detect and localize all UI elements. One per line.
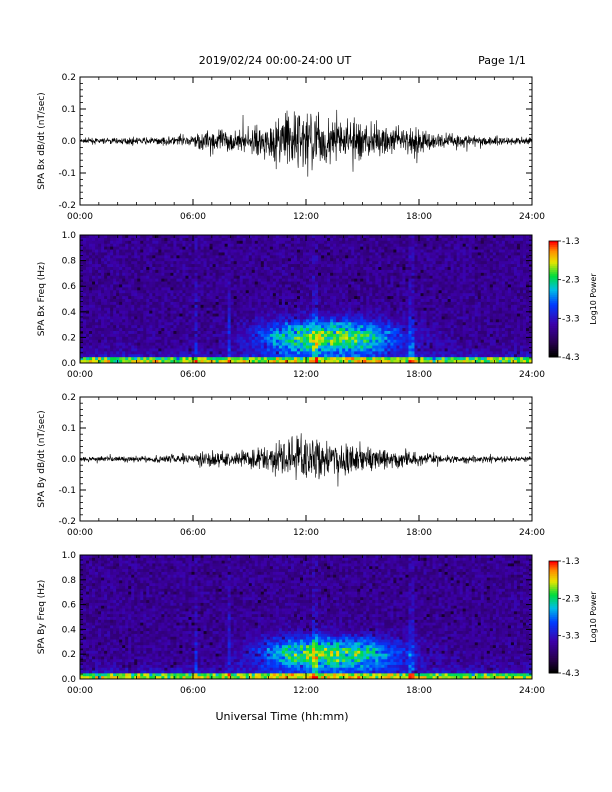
colorbar-2: -1.3 -2.3 -3.3 -4.3 Log10 Power xyxy=(548,237,598,363)
y-tick-label: 0.2 xyxy=(62,73,76,83)
y-tick-label: 0.6 xyxy=(62,601,77,611)
y-axis-label: SPA Bx dB/dt (nT/sec) xyxy=(37,92,47,189)
x-tick-label: 24:00 xyxy=(519,528,545,538)
y-tick-label: 0.0 xyxy=(62,455,77,465)
y-tick-label: -0.1 xyxy=(58,169,76,179)
plot-frame xyxy=(79,396,533,522)
y-axis-label: SPA Bx Freq (Hz) xyxy=(37,262,47,337)
colorbar-title: Log10 Power xyxy=(589,273,598,325)
colorbar-tick-label: -2.3 xyxy=(562,276,580,286)
series-line xyxy=(79,433,533,487)
x-tick-label: 06:00 xyxy=(180,686,206,696)
page-number: Page 1/1 xyxy=(478,54,526,67)
y-tick-label: 1.0 xyxy=(62,231,77,241)
colorbar-tick-label: -2.3 xyxy=(562,594,580,604)
y-tick-label: 0.1 xyxy=(62,105,76,115)
x-tick-label: 18:00 xyxy=(406,370,432,380)
colorbar-tick-label: -1.3 xyxy=(562,237,580,247)
x-tick-label: 24:00 xyxy=(519,212,545,222)
colorbar-tick-label: -1.3 xyxy=(562,557,580,567)
page-title: 2019/02/24 00:00-24:00 UT xyxy=(199,54,352,67)
x-tick-label: 18:00 xyxy=(406,528,432,538)
y-tick-label: 0.4 xyxy=(62,625,77,635)
y-tick-label: 0.1 xyxy=(62,424,76,434)
x-tick-label: 12:00 xyxy=(293,686,319,696)
colorbar-4: -1.3 -2.3 -3.3 -4.3 Log10 Power xyxy=(548,557,598,679)
y-axis-label: SPA By dB/dt (nT/sec) xyxy=(37,410,47,507)
panel-4-spectrogram xyxy=(80,555,533,680)
y-axis-label: SPA By Freq (Hz) xyxy=(37,580,47,655)
x-tick-label: 18:00 xyxy=(406,686,432,696)
y-tick-label: -0.1 xyxy=(58,486,76,496)
y-tick-label: 0.4 xyxy=(62,308,77,318)
y-tick-label: 0.0 xyxy=(62,137,77,147)
x-tick-label: 00:00 xyxy=(67,686,93,696)
x-tick-label: 12:00 xyxy=(293,370,319,380)
colorbar-tick-label: -3.3 xyxy=(562,314,580,324)
x-tick-label: 12:00 xyxy=(293,528,319,538)
x-tick-label: 00:00 xyxy=(67,370,93,380)
y-tick-label: 0.2 xyxy=(62,333,76,343)
x-tick-label: 12:00 xyxy=(293,212,319,222)
x-tick-label: 06:00 xyxy=(180,212,206,222)
colorbar-title: Log10 Power xyxy=(589,591,598,643)
series-line xyxy=(79,109,533,177)
colorbar-tick-label: -4.3 xyxy=(562,353,580,363)
colorbar-tick-label: -4.3 xyxy=(562,669,580,679)
y-tick-label: -0.2 xyxy=(58,517,76,527)
plot-frame xyxy=(79,76,533,206)
x-tick-label: 24:00 xyxy=(519,370,545,380)
colorbar-tick-label: -3.3 xyxy=(562,632,580,642)
panel-2-spectrogram xyxy=(80,235,533,364)
x-tick-label: 06:00 xyxy=(180,370,206,380)
x-tick-label: 00:00 xyxy=(67,212,93,222)
y-tick-label: 1.0 xyxy=(62,551,77,561)
x-axis-title: Universal Time (hh:mm) xyxy=(216,710,349,723)
y-tick-label: 0.0 xyxy=(62,359,77,369)
x-tick-label: 24:00 xyxy=(519,686,545,696)
panel-1: 00:00 06:00 12:00 18:00 24:00 0.2 0.1 0.0 -0.1 -0… xyxy=(37,73,545,222)
x-tick-label: 06:00 xyxy=(180,528,206,538)
y-tick-label: 0.0 xyxy=(62,675,77,685)
x-tick-label: 18:00 xyxy=(406,212,432,222)
y-tick-label: 0.2 xyxy=(62,650,76,660)
y-tick-label: 0.8 xyxy=(62,257,77,267)
y-tick-label: -0.2 xyxy=(58,201,76,211)
x-tick-label: 00:00 xyxy=(67,528,93,538)
y-tick-label: 0.2 xyxy=(62,393,76,403)
plot-frame xyxy=(79,234,533,364)
y-tick-label: 0.8 xyxy=(62,576,77,586)
panel-3: 00:00 06:00 12:00 18:00 24:00 0.2 0.1 0.0 -0.1 -0… xyxy=(37,393,545,538)
y-tick-label: 0.6 xyxy=(62,282,77,292)
panels: 00:00 06:00 12:00 18:00 24:00 0.2 0.1 0.0 -0.1 -0… xyxy=(37,73,598,696)
plot-frame xyxy=(79,554,533,680)
